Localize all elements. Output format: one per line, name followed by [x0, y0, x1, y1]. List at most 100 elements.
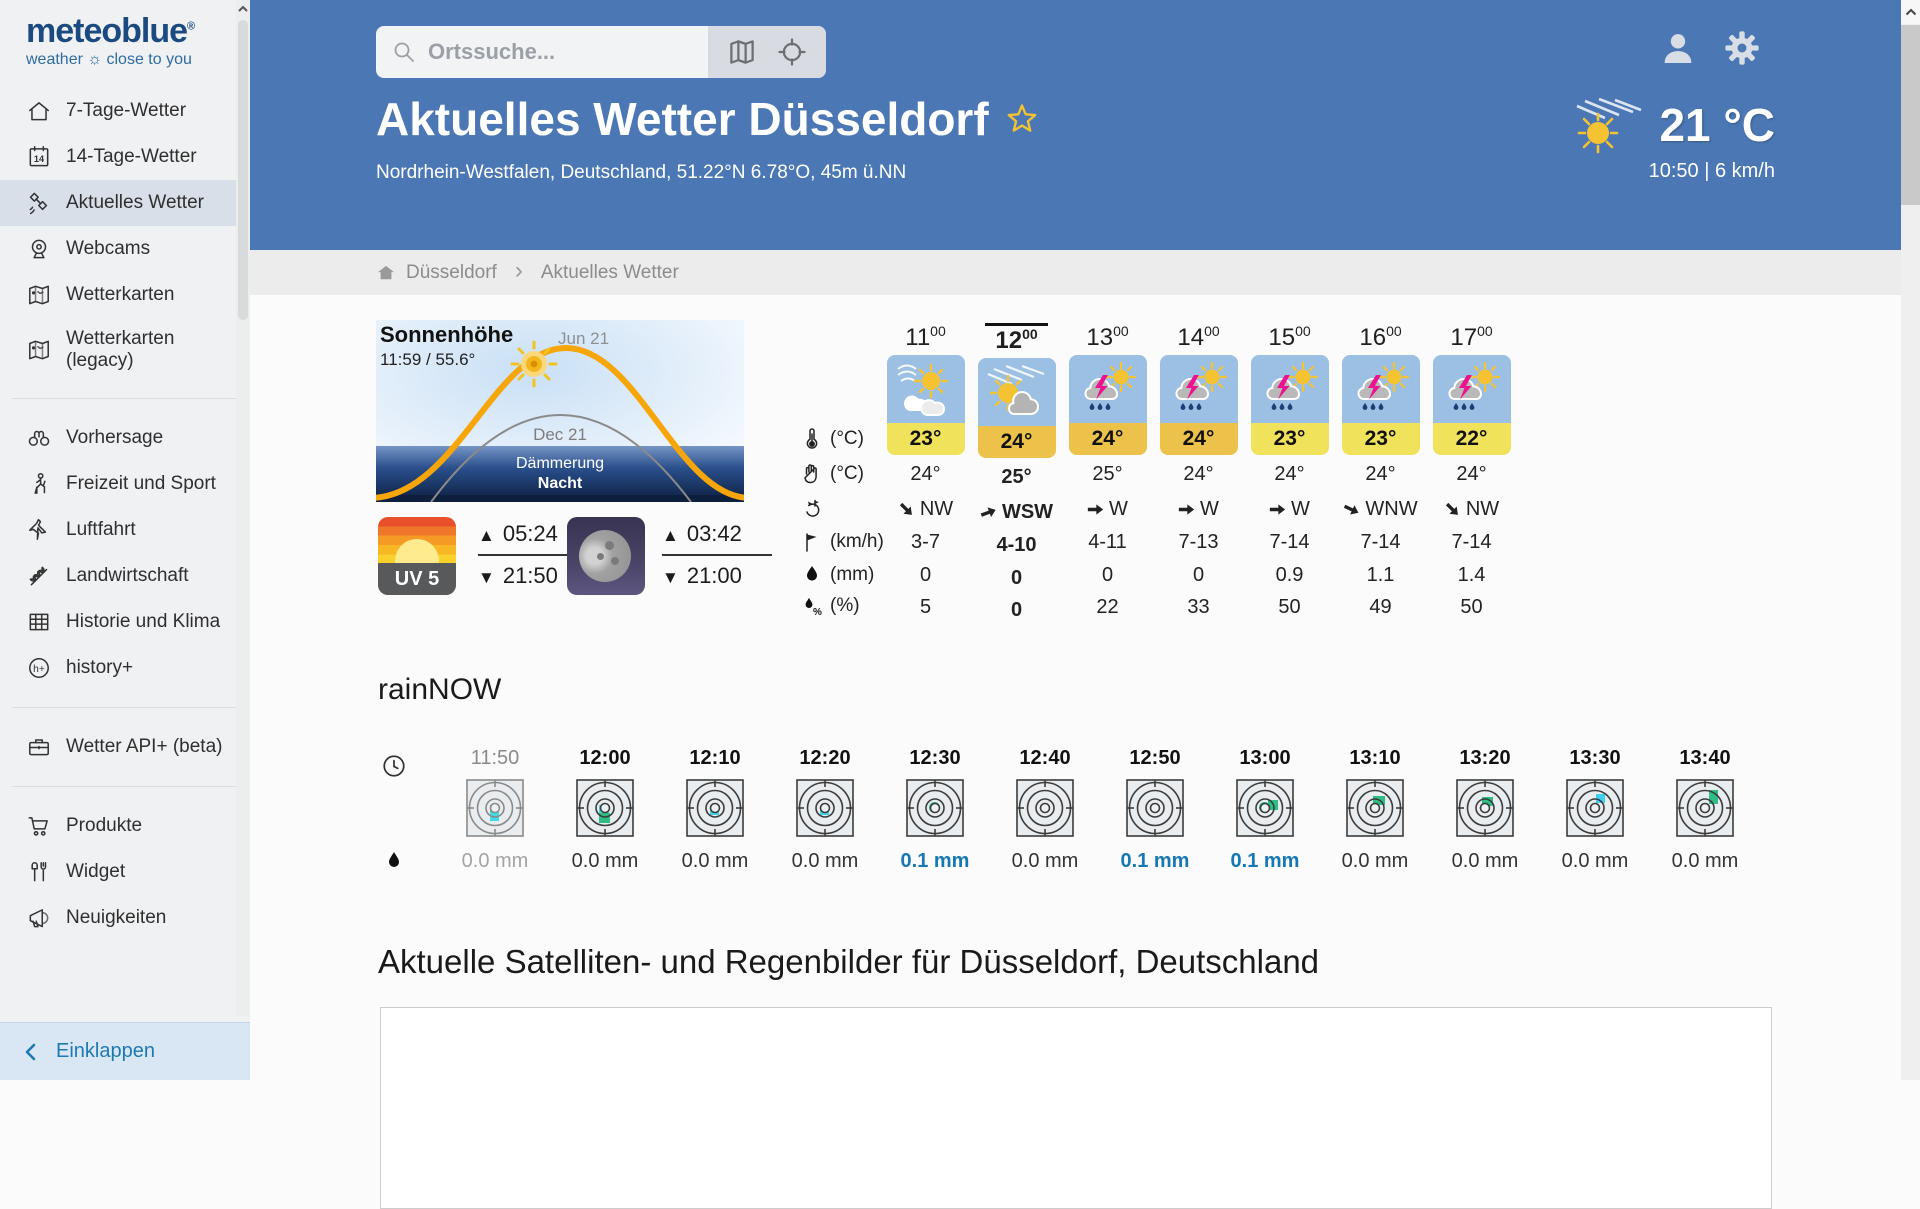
sidebar-item-wetter-api-beta[interactable]: Wetter API+ (beta) — [0, 724, 236, 770]
brand-tagline: weather ☼ close to you — [26, 51, 192, 68]
precipitation-probability: 22 — [1096, 595, 1119, 618]
cart-icon — [26, 813, 52, 839]
weather-tile[interactable]: 24° — [1068, 355, 1147, 455]
weather-tile[interactable]: 23° — [1341, 355, 1420, 455]
hour-tab[interactable]: 1400 — [1177, 323, 1220, 351]
sidebar-item-luftfahrt[interactable]: Luftfahrt — [0, 507, 236, 553]
sidebar-scrollbar[interactable] — [236, 0, 250, 1016]
meteoblue-logo[interactable]: meteoblue® weather ☼ close to you — [26, 14, 195, 69]
rainnow-amount: 0.0 mm — [1341, 850, 1409, 872]
sidebar-item-webcams[interactable]: Webcams — [0, 226, 236, 272]
wind-arrow-icon — [1178, 503, 1195, 515]
settings-gear-icon[interactable] — [1722, 28, 1762, 68]
map-icon[interactable] — [727, 37, 757, 67]
weather-tile[interactable]: 24° — [977, 358, 1056, 458]
webcam-icon — [26, 236, 52, 262]
map-icon — [26, 282, 52, 308]
search-placeholder: Ortssuche... — [428, 39, 556, 64]
sidebar-item-wetterkarten-legacy[interactable]: Wetterkarten (legacy) — [0, 318, 236, 382]
rainnow-radar — [1236, 779, 1294, 842]
sidebar-item-widget[interactable]: Widget — [0, 849, 236, 895]
radar-icon — [1456, 779, 1514, 837]
sun-widget-title: Sonnenhöhe — [380, 322, 514, 347]
rainnow-amount: 0.0 mm — [1451, 850, 1519, 872]
hour-tab[interactable]: 1700 — [1450, 323, 1493, 351]
wind-arrow-icon — [1269, 503, 1286, 515]
sidebar-item-7-tage-wetter[interactable]: 7-Tage-Wetter — [0, 88, 236, 134]
sidebar-item-label: Widget — [66, 860, 126, 882]
radar-icon — [796, 779, 854, 837]
rainnow-amount: 0.0 mm — [1561, 850, 1629, 872]
rainnow-strip: 11:50 0.0 mm 12:00 0.0 mm 12:10 0.0 mm 12:20 0.… — [440, 747, 1760, 873]
scroll-up-button[interactable] — [1901, 0, 1920, 24]
search-bar[interactable]: Ortssuche... — [376, 26, 826, 78]
thunder-icon — [1432, 355, 1511, 423]
sidebar: meteoblue® weather ☼ close to you 7-Tage… — [0, 0, 251, 1080]
satellite-image-panel — [380, 1007, 1772, 1209]
radar-icon — [576, 779, 634, 837]
moon-graphic — [579, 530, 631, 582]
precipitation-amount: 1.4 — [1457, 563, 1486, 586]
rainnow-amount: 0.0 mm — [461, 850, 529, 872]
rainnow-time: 11:50 — [470, 747, 520, 769]
sidebar-nav: 7-Tage-Wetter 14 14-Tage-Wetter Aktuelles W… — [0, 88, 236, 941]
page-scrollbar[interactable] — [1901, 0, 1920, 1080]
sidebar-item-label: history+ — [66, 656, 134, 678]
sidebar-item-wetterkarten[interactable]: Wetterkarten — [0, 272, 236, 318]
rainnow-amount: 0.1 mm — [900, 850, 970, 872]
sidebar-item-history[interactable]: h+ history+ — [0, 645, 236, 691]
weather-tile[interactable]: 23° — [886, 355, 965, 455]
sidebar-item-vorhersage[interactable]: Vorhersage — [0, 415, 236, 461]
breadcrumb-location[interactable]: Düsseldorf — [406, 261, 497, 283]
radar-icon — [1236, 779, 1294, 837]
scrollbar-thumb[interactable] — [1901, 25, 1920, 205]
hour-tab[interactable]: 1200 — [985, 323, 1048, 356]
rainnow-amount: 0.1 mm — [1230, 850, 1300, 872]
locate-icon[interactable] — [777, 37, 807, 67]
plane-icon — [26, 517, 52, 543]
weather-tile[interactable]: 24° — [1159, 355, 1238, 455]
radar-icon — [1566, 779, 1624, 837]
wind-flag-icon — [806, 533, 817, 552]
hour-tab[interactable]: 1500 — [1268, 323, 1311, 351]
sidebar-scroll-thumb[interactable] — [238, 20, 248, 320]
moonrise-moonset: ▲ 03:42 ▼ 21:00 — [662, 521, 772, 589]
svg-text:%: % — [813, 607, 822, 618]
wind-direction: W — [1269, 493, 1310, 525]
hour-tab[interactable]: 1600 — [1359, 323, 1402, 351]
account-icon[interactable] — [1658, 28, 1698, 68]
sidebar-item-historie-und-klima[interactable]: Historie und Klima — [0, 599, 236, 645]
wind-speed: 7-14 — [1451, 530, 1492, 553]
search-input[interactable]: Ortssuche... — [376, 26, 708, 78]
precipitation-probability: 0 — [1010, 598, 1023, 621]
sidebar-item-label: Webcams — [66, 238, 151, 260]
favorite-star-icon[interactable] — [1005, 102, 1039, 136]
sidebar-collapse-button[interactable]: Einklappen — [0, 1022, 250, 1080]
home-icon[interactable] — [376, 263, 396, 283]
scroll-up-icon[interactable] — [237, 2, 249, 16]
rainnow-radar — [1566, 779, 1624, 842]
hour-tab[interactable]: 1100 — [905, 323, 946, 351]
radar-icon — [906, 779, 964, 837]
sidebar-item-neuigkeiten[interactable]: Neuigkeiten — [0, 895, 236, 941]
sidebar-item-freizeit-und-sport[interactable]: Freizeit und Sport — [0, 461, 236, 507]
weather-tile[interactable]: 23° — [1250, 355, 1329, 455]
chevron-left-icon — [25, 1043, 36, 1060]
rainnow-amount: 0.0 mm — [1011, 850, 1079, 872]
sidebar-item-14-tage-wetter[interactable]: 14 14-Tage-Wetter — [0, 134, 236, 180]
sidebar-item-landwirtschaft[interactable]: Landwirtschaft — [0, 553, 236, 599]
sunrise-sunset: ▲ 05:24 ▼ 21:50 — [478, 521, 588, 589]
clock-icon — [383, 755, 405, 777]
sun-clouds-icon — [886, 355, 965, 423]
sidebar-item-label: Produkte — [66, 814, 143, 836]
sidebar-divider — [12, 397, 236, 399]
sidebar-item-label: Freizeit und Sport — [66, 472, 216, 494]
sidebar-item-aktuelles-wetter[interactable]: Aktuelles Wetter — [0, 180, 236, 226]
rainnow-item-1200: 12:00 0.0 mm — [550, 747, 660, 873]
sidebar-item-produkte[interactable]: Produkte — [0, 803, 236, 849]
rainnow-radar — [686, 779, 744, 842]
hour-tab[interactable]: 1300 — [1086, 323, 1129, 351]
weather-tile[interactable]: 22° — [1432, 355, 1511, 455]
rainnow-time: 12:50 — [1129, 747, 1181, 769]
location-subtitle: Nordrhein-Westfalen, Deutschland, 51.22°… — [376, 162, 907, 183]
